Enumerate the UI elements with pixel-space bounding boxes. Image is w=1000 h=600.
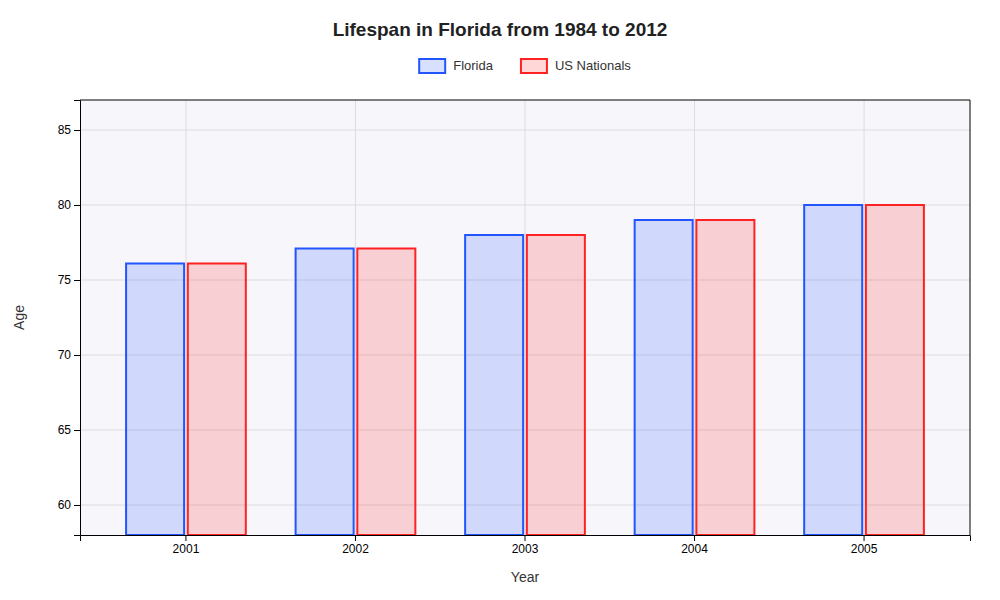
grid-line-x xyxy=(185,100,186,535)
y-tick: 85 xyxy=(58,123,80,137)
y-tick-label: 85 xyxy=(58,123,72,137)
legend-swatch xyxy=(419,59,445,73)
x-tick-label: 2001 xyxy=(173,542,200,556)
grid-line-x xyxy=(864,100,865,535)
x-tick: 2002 xyxy=(342,535,369,556)
x-tick: 2005 xyxy=(851,535,878,556)
y-tick: 60 xyxy=(58,498,80,512)
x-tick-label: 2003 xyxy=(512,542,539,556)
y-tick-mark xyxy=(74,130,80,131)
bar-series xyxy=(188,205,924,535)
x-tick-mark xyxy=(185,535,186,541)
plot: 2001 2002 2003 2004 2005 60 65 70 75 80 85 xyxy=(58,100,971,556)
legend-item: US Nationals xyxy=(521,58,631,73)
x-tick: 2004 xyxy=(681,535,708,556)
y-axis-title: Age xyxy=(11,305,27,330)
chart-svg: 2001 2002 2003 2004 2005 60 65 70 75 80 85 Year Age L… xyxy=(0,0,1000,600)
y-tick-label: 70 xyxy=(58,348,72,362)
grid xyxy=(80,100,970,535)
y-tick-label: 75 xyxy=(58,273,72,287)
bar xyxy=(465,235,523,535)
title: Lifespan in Florida from 1984 to 2012 xyxy=(333,19,668,40)
y-tick-mark xyxy=(74,280,80,281)
x-tick-mark xyxy=(355,535,356,541)
grid-line-x xyxy=(694,100,695,535)
legend-label: US Nationals xyxy=(555,58,631,73)
chart-container: 2001 2002 2003 2004 2005 60 65 70 75 80 85 Year Age L… xyxy=(0,0,1000,600)
bar xyxy=(188,264,246,536)
y-tick: 65 xyxy=(58,423,80,437)
grid-line-x xyxy=(355,100,356,535)
x-tick-mark xyxy=(694,535,695,541)
bar xyxy=(804,205,862,535)
x-tick-label: 2004 xyxy=(681,542,708,556)
bar xyxy=(527,235,585,535)
bar-series xyxy=(126,205,862,535)
legend-label: Florida xyxy=(453,58,494,73)
bar xyxy=(296,249,354,536)
x-axis: 2001 2002 2003 2004 2005 xyxy=(81,535,971,556)
bar xyxy=(357,249,415,536)
y-tick-mark xyxy=(74,355,80,356)
bar xyxy=(866,205,924,535)
grid-line-x xyxy=(525,100,526,535)
legend-swatch xyxy=(521,59,547,73)
x-tick-mark xyxy=(525,535,526,541)
y-tick: 75 xyxy=(58,273,80,287)
y-tick: 80 xyxy=(58,198,80,212)
y-tick-mark xyxy=(74,430,80,431)
legend: Florida US Nationals xyxy=(419,58,631,73)
legend-item: Florida xyxy=(419,58,494,73)
bar xyxy=(126,264,184,536)
x-tick-mark xyxy=(864,535,865,541)
x-tick: 2003 xyxy=(512,535,539,556)
x-axis-line xyxy=(81,536,971,542)
y-tick-label: 65 xyxy=(58,423,72,437)
x-axis-title: Year xyxy=(511,569,540,585)
plot-background xyxy=(80,100,970,535)
frame-top xyxy=(80,100,970,101)
y-tick-mark xyxy=(74,505,80,506)
y-axis-line xyxy=(74,101,81,536)
y-tick: 70 xyxy=(58,348,80,362)
y-tick-mark xyxy=(74,205,80,206)
bar xyxy=(696,220,754,535)
y-axis: 60 65 70 75 80 85 xyxy=(58,101,81,536)
y-tick-label: 80 xyxy=(58,198,72,212)
x-tick-label: 2002 xyxy=(342,542,369,556)
y-tick-label: 60 xyxy=(58,498,72,512)
frame-right xyxy=(970,100,971,535)
bar xyxy=(635,220,693,535)
x-tick-label: 2005 xyxy=(851,542,878,556)
x-tick: 2001 xyxy=(173,535,200,556)
bars xyxy=(126,205,924,535)
